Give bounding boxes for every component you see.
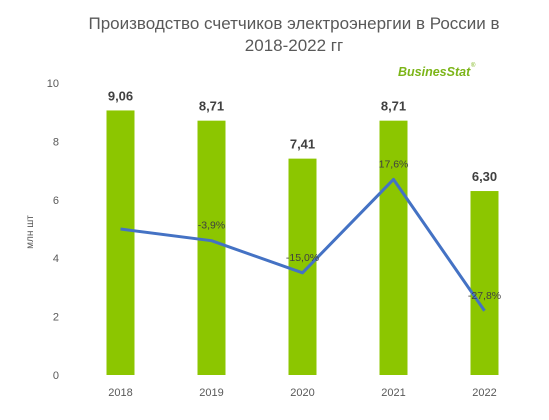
growth-label: -27,8% [468, 290, 501, 302]
x-tick-label: 2018 [108, 387, 132, 399]
x-tick-label: 2019 [199, 387, 223, 399]
y-tick-label: 8 [53, 136, 59, 148]
y-tick-label: 10 [47, 78, 59, 90]
x-tick-labels: 2018 2019 2020 2021 2022 [108, 387, 496, 399]
y-tick-label: 0 [53, 370, 59, 382]
growth-label: -15,0% [286, 252, 319, 264]
bar-2019 [197, 120, 226, 375]
y-axis-title: млн шт [25, 215, 36, 249]
x-tick-label: 2021 [381, 387, 405, 399]
bar-value-label: 9,06 [108, 88, 133, 103]
businesstat-logo: BusinesStat ® [398, 62, 476, 79]
x-tick-label: 2022 [472, 387, 496, 399]
growth-line-group: -3,9% -15,0% 17,6% -27,8% [120, 158, 501, 312]
bar-value-label: 6,30 [472, 169, 497, 184]
growth-label: 17,6% [379, 158, 409, 170]
bar-2020 [288, 158, 317, 375]
bars [106, 110, 499, 375]
logo-text: BusinesStat [398, 65, 471, 79]
logo-registered-mark: ® [471, 62, 476, 69]
bar-value-labels: 9,06 8,71 7,41 8,71 6,30 [108, 88, 497, 184]
y-tick-label: 2 [53, 312, 59, 324]
bar-value-label: 8,71 [199, 99, 224, 114]
bar-2018 [106, 110, 135, 375]
bar-2022 [470, 191, 499, 375]
y-tick-label: 4 [53, 253, 59, 265]
bar-value-label: 8,71 [381, 99, 406, 114]
x-tick-label: 2020 [290, 387, 314, 399]
chart-title: Производство счетчиков электроэнергии в … [88, 14, 499, 33]
growth-label: -3,9% [198, 220, 225, 232]
y-tick-label: 6 [53, 195, 59, 207]
y-tick-labels: 0 2 4 6 8 10 [47, 78, 59, 382]
bar-value-label: 7,41 [290, 137, 315, 152]
growth-line [120, 177, 486, 312]
chart-title-line2: 2018-2022 гг [245, 36, 343, 55]
bar-2021 [379, 120, 408, 375]
